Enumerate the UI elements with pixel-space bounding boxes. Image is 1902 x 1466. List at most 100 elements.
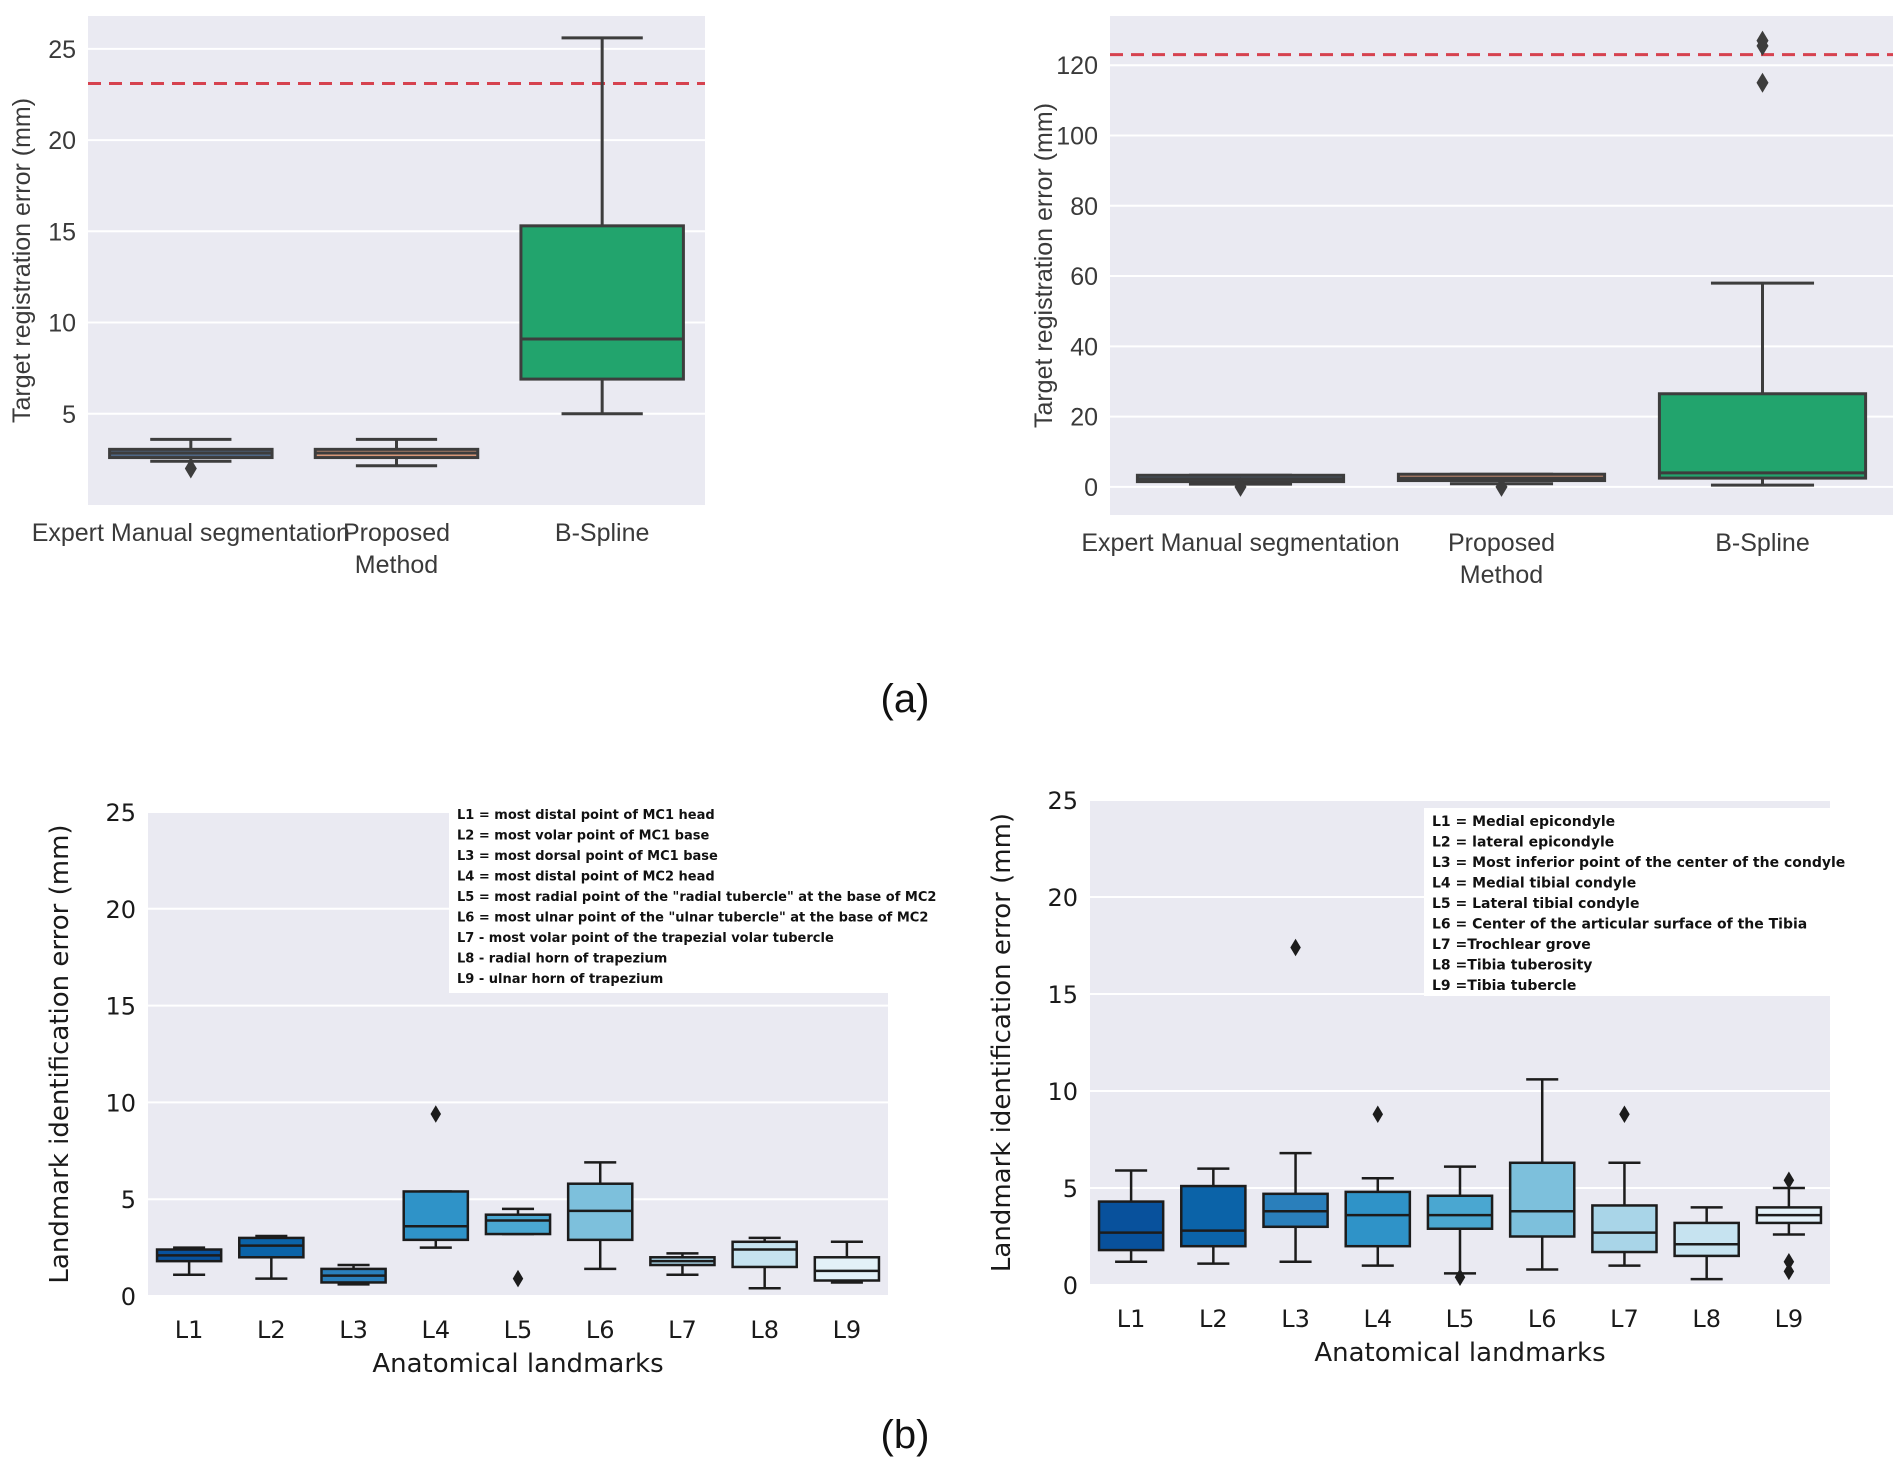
legend-entry: L2 = most volar point of MC1 base <box>457 829 709 844</box>
x-tick-label: L7 <box>1610 1305 1639 1333</box>
outlier-point <box>512 1269 524 1288</box>
box-l2 <box>1180 1167 1247 1265</box>
y-tick-label: 15 <box>48 218 76 246</box>
box-b-spline <box>519 36 685 416</box>
x-axis-label: Anatomical landmarks <box>372 1349 663 1379</box>
y-tick-label: 120 <box>1056 52 1098 80</box>
box-body <box>1426 1194 1494 1230</box>
box-l8 <box>1673 1206 1740 1281</box>
y-tick-label: 25 <box>105 799 136 827</box>
legend-entry: L4 = most distal point of MC2 head <box>457 870 715 885</box>
x-tick-label: L8 <box>1692 1305 1721 1333</box>
x-tick-label: B-Spline <box>1715 529 1810 557</box>
y-axis-label: Target registration error (mm) <box>1030 103 1058 428</box>
y-tick-label: 0 <box>1084 474 1098 502</box>
x-tick-label: L2 <box>1199 1305 1228 1333</box>
y-tick-label: 100 <box>1056 122 1098 150</box>
legend-box <box>449 801 893 993</box>
x-tick-label: L1 <box>1117 1305 1146 1333</box>
panel-label-a: (a) <box>881 677 930 721</box>
x-tick-label: L5 <box>1446 1305 1475 1333</box>
y-tick-label: 15 <box>105 993 136 1021</box>
box-l3 <box>1262 938 1329 1263</box>
y-tick-label: 0 <box>121 1283 136 1311</box>
y-tick-label: 40 <box>1070 333 1098 361</box>
box-body <box>1508 1161 1576 1238</box>
box-body <box>1344 1190 1412 1248</box>
box-l6 <box>1508 1078 1576 1271</box>
y-axis-label: Landmark identification error (mm) <box>987 813 1017 1272</box>
x-tick-label: B-Spline <box>555 519 650 547</box>
y-tick-label: 10 <box>48 310 76 338</box>
legend-entry: L3 = Most inferior point of the center o… <box>1432 855 1845 871</box>
legend-entry: L8 - radial horn of trapezium <box>457 952 667 967</box>
box-body <box>519 224 685 381</box>
legend-entry: L1 = most distal point of MC1 head <box>457 808 715 823</box>
outlier-point <box>430 1105 442 1123</box>
y-tick-label: 20 <box>1047 884 1078 912</box>
box-expert-manual-segmentation <box>108 437 274 479</box>
x-tick-label: L9 <box>1775 1305 1804 1333</box>
outlier-point <box>184 458 197 479</box>
box-expert-manual-segmentation <box>1135 473 1346 497</box>
legend-entry: L6 = most ulnar point of the "ulnar tube… <box>457 911 928 926</box>
legend-entry: L5 = Lateral tibial condyle <box>1432 896 1639 912</box>
box-proposed <box>1396 472 1607 497</box>
outlier-point <box>1756 30 1769 51</box>
legend-entry: L8 =Tibia tuberosity <box>1432 958 1592 974</box>
y-tick-label: 5 <box>1063 1175 1078 1203</box>
box-l5 <box>484 1207 552 1288</box>
x-axis-label: Anatomical landmarks <box>1314 1338 1605 1368</box>
panel-label-b: (b) <box>881 1413 930 1457</box>
y-tick-label: 5 <box>62 401 76 429</box>
x-axis-label: Method <box>355 551 438 579</box>
x-tick-label: Expert Manual segmentation <box>1081 529 1399 557</box>
y-axis-label: Landmark identification error (mm) <box>45 824 75 1283</box>
y-tick-label: 20 <box>48 127 76 155</box>
legend-entry: L1 = Medial epicondyle <box>1432 814 1615 830</box>
x-tick-label: L3 <box>339 1316 368 1344</box>
box-body <box>1097 1200 1165 1252</box>
legend-entry: L6 = Center of the articular surface of … <box>1432 917 1807 933</box>
box-l5 <box>1426 1165 1494 1286</box>
y-tick-label: 0 <box>1063 1272 1078 1300</box>
y-tick-label: 20 <box>105 896 136 924</box>
box-proposed <box>313 437 480 468</box>
x-tick-label: L6 <box>1528 1305 1557 1333</box>
box-body <box>1673 1221 1740 1258</box>
outlier-point <box>1783 1252 1795 1271</box>
x-tick-label: Proposed <box>1448 529 1555 557</box>
box-body <box>813 1256 881 1282</box>
box-l1 <box>1097 1169 1165 1263</box>
x-tick-label: L5 <box>504 1316 533 1344</box>
x-tick-label: L4 <box>1363 1305 1392 1333</box>
chart-a-left: 5 10 15 20 25 Expert Manual segmentationPropo… <box>8 16 705 579</box>
box-l2 <box>238 1234 305 1280</box>
outlier-point <box>1372 1105 1384 1124</box>
outlier-point <box>1290 938 1301 957</box>
outlier-point <box>1454 1268 1466 1286</box>
y-tick-label: 10 <box>105 1089 136 1117</box>
box-l9 <box>1755 1171 1823 1281</box>
x-tick-label: L1 <box>175 1316 204 1344</box>
box-l4 <box>402 1105 470 1249</box>
box-body <box>731 1240 798 1269</box>
outlier-point <box>1783 1262 1795 1281</box>
legend-entry: L9 - ulnar horn of trapezium <box>457 972 663 987</box>
y-tick-label: 15 <box>1047 981 1078 1009</box>
box-b-spline <box>1657 30 1868 487</box>
y-tick-label: 20 <box>1070 404 1098 432</box>
legend-entry: L9 =Tibia tubercle <box>1432 978 1576 994</box>
x-tick-label: Proposed <box>343 519 450 547</box>
x-tick-label: Expert Manual segmentation <box>32 519 350 547</box>
y-axis-label: Target registration error (mm) <box>8 98 36 423</box>
x-tick-label: L7 <box>668 1316 697 1344</box>
box-l3 <box>320 1263 387 1286</box>
legend-entry: L4 = Medial tibial condyle <box>1432 876 1636 892</box>
box-l7 <box>1591 1105 1658 1267</box>
y-tick-label: 25 <box>1047 787 1078 815</box>
chart-b-left: 0 5 10 15 20 25 L1 = most distal point of MC1 … <box>45 799 936 1379</box>
x-tick-label: L3 <box>1281 1305 1310 1333</box>
legend-entry: L7 - most volar point of the trapezial v… <box>457 931 834 946</box>
